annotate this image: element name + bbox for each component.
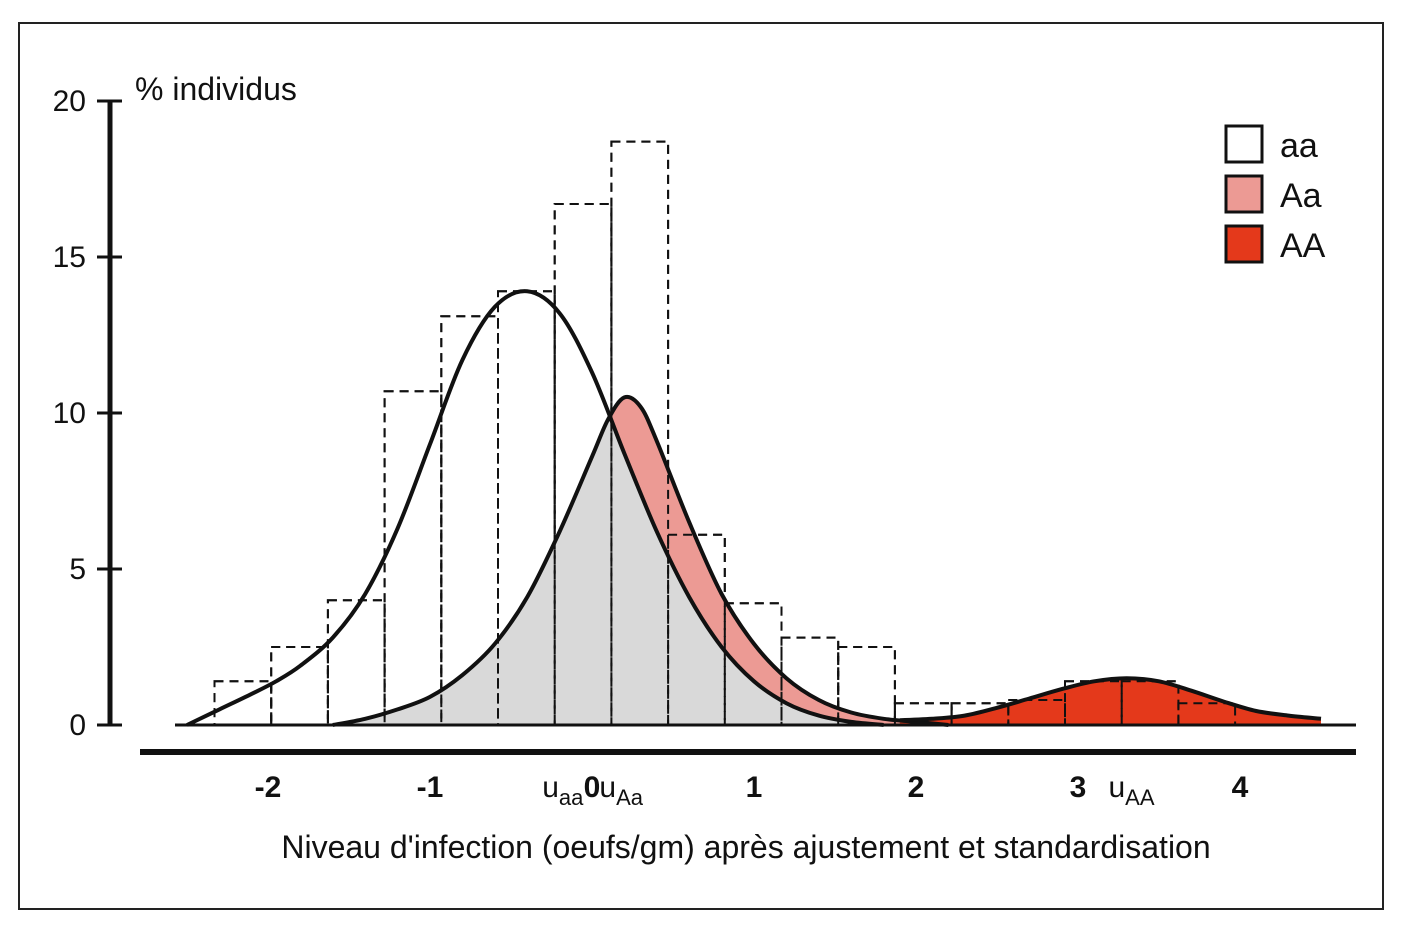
histogram-bar-2 bbox=[326, 599, 386, 727]
histogram-bar-outline-11 bbox=[837, 646, 896, 726]
curve-line-layer bbox=[186, 289, 1322, 727]
x-tick-label-6: 4 bbox=[1232, 771, 1249, 804]
y-axis-label: % individus bbox=[135, 71, 297, 107]
mean-label-uAa: uAa bbox=[599, 771, 643, 810]
curve-line-aa bbox=[186, 289, 884, 727]
curve-line-AA bbox=[899, 676, 1322, 723]
x-tick-label-4: 2 bbox=[908, 771, 925, 804]
mean-symbol: u bbox=[599, 771, 616, 804]
y-tick-label-4: 20 bbox=[53, 85, 86, 118]
curve-fill-AA bbox=[899, 678, 1321, 725]
legend-label-aa: aa bbox=[1280, 127, 1318, 165]
legend-label-AA: AA bbox=[1280, 227, 1326, 265]
curve-line-Aa bbox=[332, 394, 949, 727]
histogram-overlay bbox=[213, 140, 1237, 727]
mean-symbol: u bbox=[542, 771, 559, 804]
mean-markers: uaa uAa uAA bbox=[542, 771, 1155, 810]
figure-frame bbox=[18, 22, 1384, 910]
x-axis-label: Niveau d'infection (oeufs/gm) après ajus… bbox=[281, 829, 1210, 865]
x-tick-label-0: -2 bbox=[255, 771, 282, 804]
x-tick-label-5: 3 bbox=[1070, 771, 1087, 804]
legend: aa Aa AA bbox=[1224, 124, 1326, 265]
histogram-bar-1 bbox=[270, 646, 329, 726]
histogram-bar-outline-1 bbox=[270, 646, 329, 726]
y-tick-label-0: 0 bbox=[69, 709, 86, 742]
legend-label-Aa: Aa bbox=[1280, 177, 1322, 215]
mean-subscript: AA bbox=[1125, 785, 1155, 810]
axis-layer: 0 5 10 15 20 -2 -1 0 1 2 3 4 bbox=[53, 85, 1356, 804]
mean-subscript: aa bbox=[559, 785, 584, 810]
curve-fill-layer bbox=[332, 396, 1321, 725]
legend-swatch-aa bbox=[1224, 124, 1264, 164]
histogram-bar-outline-2 bbox=[326, 599, 386, 727]
curve-fill-overlap bbox=[332, 396, 884, 725]
mean-label-uaa: uaa bbox=[542, 771, 584, 810]
legend-swatch-AA bbox=[1224, 224, 1264, 264]
y-tick-label-1: 5 bbox=[69, 553, 86, 586]
x-tick-label-2: 0 bbox=[584, 771, 601, 804]
mean-label-uAA: uAA bbox=[1108, 771, 1154, 810]
y-tick-label-3: 15 bbox=[53, 241, 86, 274]
mean-symbol: u bbox=[1108, 771, 1125, 804]
x-tick-label-3: 1 bbox=[746, 771, 763, 804]
mean-subscript: Aa bbox=[616, 785, 644, 810]
y-tick-label-2: 10 bbox=[53, 397, 86, 430]
x-tick-label-1: -1 bbox=[417, 771, 444, 804]
legend-swatch-Aa bbox=[1224, 174, 1264, 214]
